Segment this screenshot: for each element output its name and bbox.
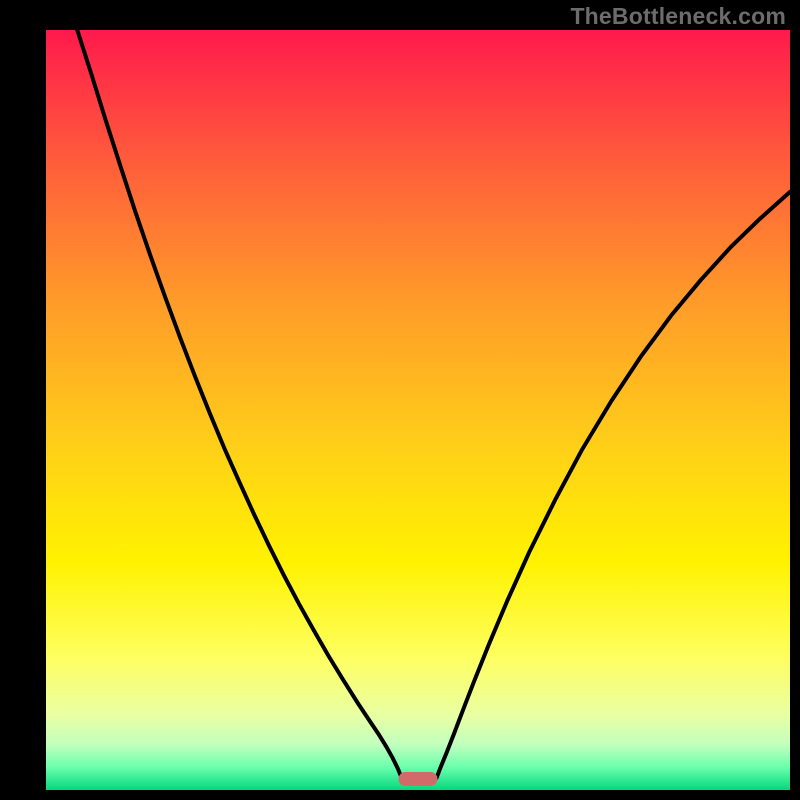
optimal-marker (399, 772, 438, 786)
watermark-text: TheBottleneck.com (570, 3, 786, 30)
plot-area (46, 30, 790, 790)
chart-container: TheBottleneck.com (0, 0, 800, 800)
bottleneck-chart (0, 0, 800, 800)
